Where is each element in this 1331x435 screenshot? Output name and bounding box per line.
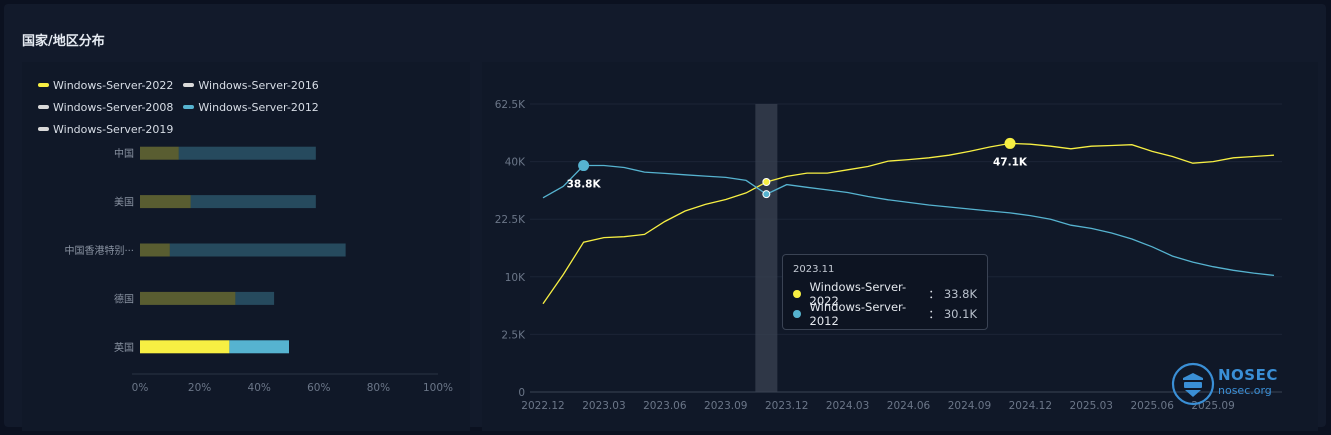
chart-tooltip: 2023.11 Windows-Server-2022 ： 33.8K Window…	[782, 254, 988, 330]
x-tick-label: 2023.12	[765, 400, 808, 412]
bar-windows-server-2022	[140, 340, 230, 354]
x-tick-label: 2023.03	[582, 400, 625, 412]
x-tick-label: 0%	[132, 382, 149, 394]
x-tick-label: 60%	[307, 382, 330, 394]
x-tick-label: 2022.12	[521, 400, 564, 412]
max-point-label: 47.1K	[993, 156, 1028, 168]
y-category-label: 中国	[114, 147, 134, 160]
y-tick-label: 2.5K	[501, 329, 526, 341]
x-tick-label: 2024.06	[887, 400, 931, 412]
legend-swatch	[183, 105, 195, 109]
x-tick-label: 2025.03	[1070, 400, 1113, 412]
nosec-domain: nosec.org	[1218, 384, 1272, 397]
hover-band	[755, 104, 778, 392]
x-tick-label: 2024.09	[948, 400, 991, 412]
y-tick-label: 62.5K	[495, 99, 526, 111]
bar-windows-server-2022	[140, 146, 179, 160]
legend-label: Windows-Server-2016	[198, 78, 319, 92]
x-tick-label: 2025.06	[1130, 400, 1174, 412]
bar-windows-server-2012	[229, 340, 289, 354]
x-tick-label: 2023.06	[643, 400, 687, 412]
legend-swatch	[38, 127, 49, 131]
y-tick-label: 22.5K	[495, 214, 526, 226]
x-tick-label: 2023.09	[704, 400, 747, 412]
section-title: 国家/地区分布	[22, 34, 105, 49]
legend-swatch	[38, 105, 49, 109]
tooltip-value: 33.8K	[943, 287, 977, 301]
legend-label: Windows-Server-2022	[53, 78, 174, 92]
x-tick-label: 100%	[423, 382, 453, 394]
hover-point-windows-server-2022	[762, 178, 771, 187]
country-distribution-panel: Windows-Server-2022 Windows-Server-2016 Wi…	[22, 62, 470, 431]
tooltip-row-2022: Windows-Server-2022 ： 33.8K	[793, 280, 977, 308]
tooltip-dot-2012	[793, 310, 801, 318]
y-category-label: 中国香港特别···	[64, 244, 134, 257]
x-tick-label: 2024.03	[826, 400, 869, 412]
y-tick-label: 40K	[505, 157, 526, 169]
tooltip-separator: ：	[928, 287, 940, 301]
x-tick-label: 40%	[248, 382, 271, 394]
legend-swatch	[38, 83, 49, 87]
x-tick-label: 2025.09	[1191, 400, 1234, 412]
trend-panel: 0 2.5K 10K 22.5K 40K 62.5K 2022.12 2023.03 2023.…	[482, 62, 1318, 431]
bar-windows-server-2012	[235, 291, 275, 305]
nosec-shield-icon	[1171, 362, 1215, 406]
y-tick-label: 0	[518, 387, 525, 399]
y-category-label: 英国	[114, 341, 134, 354]
tooltip-period: 2023.11	[793, 264, 835, 275]
bar-windows-server-2022	[140, 195, 191, 209]
legend-item-windows-server-2022[interactable]: Windows-Server-2022	[38, 78, 173, 92]
max-point-label: 38.8K	[567, 179, 602, 191]
nosec-logo: NOSEC nosec.org	[1171, 362, 1301, 406]
series-line-windows-server-2022	[542, 142, 1275, 305]
legend-swatch	[183, 83, 195, 87]
y-tick-label: 10K	[505, 272, 526, 284]
hover-point-windows-server-2012	[762, 190, 771, 199]
legend-item-windows-server-2019[interactable]: Windows-Server-2019	[38, 122, 173, 136]
tooltip-value: 30.1K	[943, 307, 977, 321]
legend-item-windows-server-2008[interactable]: Windows-Server-2008	[38, 100, 173, 114]
bar-windows-server-2022	[140, 243, 170, 257]
legend-item-windows-server-2016[interactable]: Windows-Server-2016	[183, 78, 319, 92]
x-tick-label: 80%	[367, 382, 390, 394]
tooltip-dot-2022	[793, 290, 801, 298]
legend-item-windows-server-2012[interactable]: Windows-Server-2012	[183, 100, 319, 114]
bar-legend: Windows-Server-2022 Windows-Server-2016 Wi…	[38, 78, 458, 136]
legend-label: Windows-Server-2019	[53, 122, 174, 136]
bar-windows-server-2012	[169, 243, 346, 257]
dashboard-card: 国家/地区分布 Windows-Server-2022 Windows-Serve…	[4, 4, 1326, 431]
legend-label: Windows-Server-2012	[198, 100, 319, 114]
nosec-brand: NOSEC	[1218, 366, 1278, 384]
tooltip-row-2012: Windows-Server-2012 ： 30.1K	[793, 300, 977, 328]
bar-windows-server-2022	[140, 291, 236, 305]
x-tick-label: 2024.12	[1009, 400, 1052, 412]
bar-windows-server-2012	[190, 195, 316, 209]
y-category-label: 美国	[114, 196, 134, 209]
line-chart: 0 2.5K 10K 22.5K 40K 62.5K 2022.12 2023.03 2023.…	[495, 99, 1282, 412]
max-point-marker	[1004, 137, 1016, 149]
y-category-label: 德国	[114, 292, 134, 305]
tooltip-series-name: Windows-Server-2022	[809, 280, 907, 308]
tooltip-separator: ：	[928, 307, 940, 321]
bar-windows-server-2012	[178, 146, 316, 160]
tooltip-series-name: Windows-Server-2012	[809, 300, 907, 328]
series-line-windows-server-2012	[542, 164, 1275, 277]
legend-label: Windows-Server-2008	[53, 100, 174, 114]
max-point-marker	[578, 160, 590, 172]
x-tick-label: 20%	[188, 382, 211, 394]
